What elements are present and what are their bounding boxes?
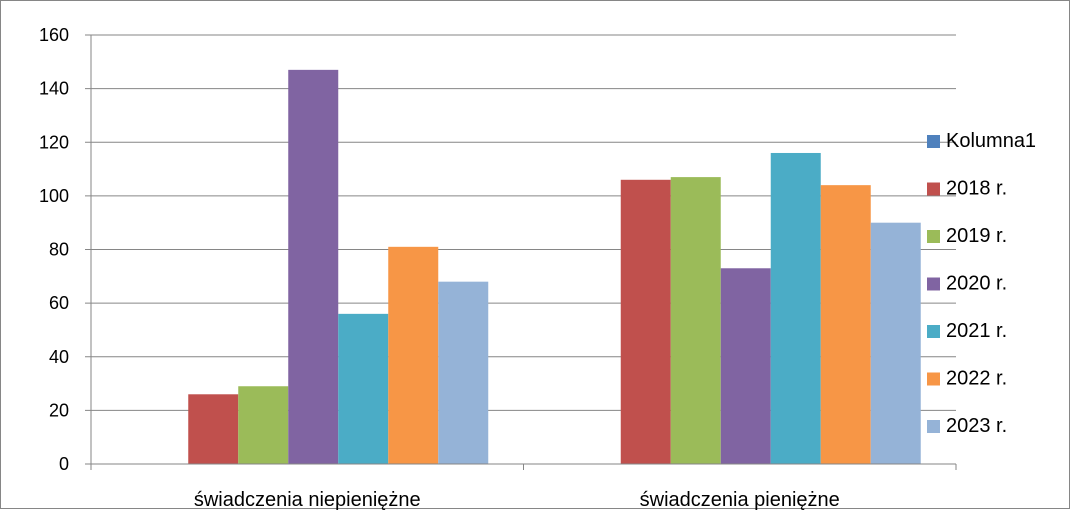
gridlines [91, 34, 956, 411]
legend-label: 2022 r. [946, 368, 1007, 390]
bar-2018-r- [188, 394, 239, 464]
bar-2019-r- [238, 386, 289, 464]
legend-swatch [927, 135, 940, 148]
bar-2021-r- [338, 313, 389, 464]
y-tick-label: 20 [49, 400, 69, 420]
bar-2023-r- [438, 281, 489, 464]
y-tick-label: 160 [39, 25, 69, 45]
y-tick-label: 100 [39, 186, 69, 206]
y-tick-label: 120 [39, 132, 69, 152]
bars-group [188, 69, 921, 464]
legend-label: 2023 r. [946, 415, 1007, 437]
y-tick-label: 80 [49, 240, 69, 260]
y-tick-label: 40 [49, 347, 69, 367]
bar-2022-r- [388, 246, 439, 464]
x-axis-labels: świadczenia niepieniężne świadczenia pien… [194, 489, 840, 510]
legend-label: 2020 r. [946, 273, 1007, 295]
legend-swatch [927, 182, 940, 196]
legend-swatch [927, 325, 940, 338]
x-category-label: świadczenia pieniężne [640, 489, 840, 510]
y-tick-label: 0 [59, 454, 69, 474]
bar-2020-r- [288, 69, 339, 464]
legend-label: 2019 r. [946, 225, 1007, 247]
bar-2020-r- [720, 268, 771, 464]
bar-2018-r- [620, 179, 671, 464]
bar-2019-r- [670, 177, 721, 464]
bar-2023-r- [870, 222, 921, 464]
legend-label: 2021 r. [946, 320, 1007, 342]
legend: Kolumna1 2018 r. 2019 r. 2020 r. 2021 r. 2022… [927, 130, 1036, 437]
bar-2021-r- [770, 152, 821, 464]
bar-2022-r- [820, 185, 871, 464]
x-category-label: świadczenia niepieniężne [194, 489, 421, 510]
y-tick-label: 140 [39, 79, 69, 99]
legend-label: Kolumna1 [946, 130, 1036, 152]
y-tick-label: 60 [49, 293, 69, 313]
y-axis-ticks: 0 20 40 60 80 100 120 140 160 [39, 25, 91, 474]
legend-swatch [927, 372, 940, 386]
legend-swatch [927, 277, 940, 291]
legend-label: 2018 r. [946, 178, 1007, 200]
legend-swatch [927, 420, 940, 433]
legend-swatch [927, 230, 940, 243]
